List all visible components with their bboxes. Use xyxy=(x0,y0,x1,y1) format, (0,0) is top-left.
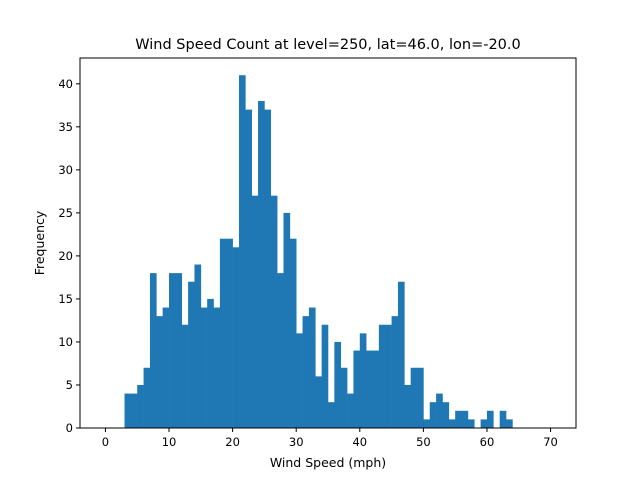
histogram-bar xyxy=(455,410,462,428)
x-tick-label: 0 xyxy=(102,435,109,449)
histogram-bar xyxy=(480,419,488,428)
y-tick-label: 20 xyxy=(58,249,73,263)
histogram-bar xyxy=(169,273,176,428)
x-tick-label: 10 xyxy=(162,435,177,449)
plot-area-frame xyxy=(79,57,577,429)
histogram-bar xyxy=(302,316,310,428)
histogram-bar xyxy=(499,410,507,428)
y-axis-label: Frequency xyxy=(32,210,47,275)
histogram-bar xyxy=(238,75,246,429)
histogram-bar xyxy=(315,376,322,428)
histogram-bar xyxy=(404,384,411,428)
y-tick-label: 30 xyxy=(58,163,73,177)
histogram-bar xyxy=(207,298,214,428)
histogram-bar xyxy=(410,367,418,428)
histogram-bar xyxy=(397,281,405,428)
histogram-bar xyxy=(334,341,342,428)
x-tick-label: 30 xyxy=(289,435,304,449)
histogram-bar xyxy=(289,238,297,428)
histogram-bar xyxy=(232,247,240,428)
histogram-bar xyxy=(200,307,208,428)
y-axis-ticks: 0 5 10 15 20 25 30 35 40 xyxy=(58,77,80,435)
histogram-bar xyxy=(258,101,265,428)
x-tick-label: 50 xyxy=(416,435,431,449)
histogram-bar xyxy=(486,410,494,428)
histogram-bar xyxy=(130,393,138,428)
histogram-bar xyxy=(385,324,392,428)
histogram-bar xyxy=(251,195,259,428)
histogram-bar xyxy=(143,367,151,428)
histogram-bar xyxy=(353,350,361,428)
histogram-bar xyxy=(188,281,195,428)
chart-title: Wind Speed Count at level=250, lat=46.0,… xyxy=(135,37,521,53)
histogram-bar xyxy=(181,324,189,428)
histogram-bar xyxy=(347,393,354,428)
y-tick-label: 0 xyxy=(66,421,73,435)
histogram-bar xyxy=(213,307,221,428)
y-tick-label: 25 xyxy=(58,206,73,220)
x-tick-label: 20 xyxy=(225,435,240,449)
histogram-bar xyxy=(175,273,183,428)
y-tick-label: 15 xyxy=(58,292,73,306)
histogram-bar xyxy=(308,307,316,428)
histogram-bar xyxy=(391,316,399,428)
histogram-bar xyxy=(359,333,367,428)
histogram-bar xyxy=(283,212,291,428)
histogram-bar xyxy=(442,402,450,428)
histogram-bar xyxy=(467,419,475,428)
histogram-bar xyxy=(429,402,437,428)
histogram-bar xyxy=(162,307,170,428)
y-tick-label: 35 xyxy=(58,120,73,134)
x-axis-ticks: 0 10 20 30 40 50 60 70 xyxy=(102,428,558,449)
histogram-bar xyxy=(366,350,373,428)
histogram-bar xyxy=(219,238,227,428)
histogram-bar xyxy=(226,238,233,428)
histogram-bar xyxy=(328,402,335,428)
histogram-bar xyxy=(156,316,163,428)
x-tick-label: 60 xyxy=(480,435,495,449)
histogram-bar xyxy=(149,273,157,428)
histogram-bar xyxy=(137,384,144,428)
histogram-bar xyxy=(372,350,380,428)
histogram-bar xyxy=(270,195,278,428)
histogram-bar xyxy=(124,393,132,428)
y-tick-label: 40 xyxy=(58,77,73,91)
histogram-bar xyxy=(321,324,329,428)
histogram-bar xyxy=(264,109,272,429)
histogram-bar xyxy=(245,109,252,429)
histogram-bar xyxy=(448,419,456,428)
histogram-bar xyxy=(296,333,303,428)
histogram-bar xyxy=(277,273,284,428)
histogram-bar xyxy=(461,410,469,428)
histogram-bar xyxy=(417,367,424,428)
histogram-bar xyxy=(506,419,513,428)
y-tick-label: 5 xyxy=(66,378,73,392)
histogram-bars xyxy=(124,75,513,429)
y-tick-label: 10 xyxy=(58,335,73,349)
histogram-bar xyxy=(340,367,348,428)
x-tick-label: 40 xyxy=(352,435,367,449)
x-tick-label: 70 xyxy=(543,435,558,449)
histogram-bar xyxy=(194,264,202,428)
x-axis-label: Wind Speed (mph) xyxy=(270,455,386,470)
histogram-bar xyxy=(436,393,443,428)
histogram-bar xyxy=(378,324,386,428)
histogram-bar xyxy=(423,419,431,428)
